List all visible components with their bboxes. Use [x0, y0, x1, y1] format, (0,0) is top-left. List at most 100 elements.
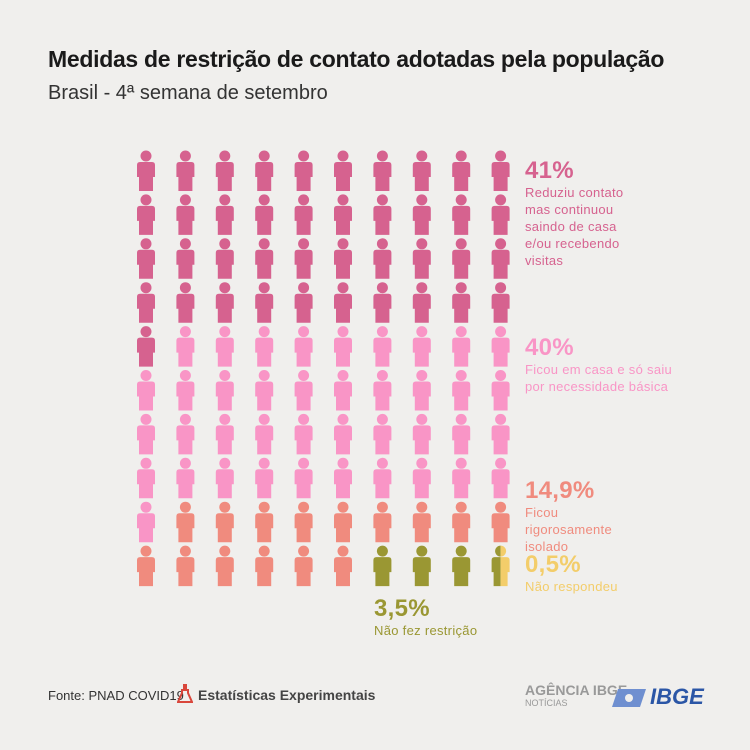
person-icon: [176, 545, 195, 587]
legend-reduziu: 41% Reduziu contato mas continuou saindo…: [525, 158, 645, 269]
person-icon: [176, 194, 195, 235]
person-icon: [412, 413, 431, 455]
experimental-stats-label: Estatísticas Experimentais: [198, 687, 376, 703]
person-icon: [137, 282, 155, 323]
person-icon: [373, 194, 392, 235]
person-icon: [452, 457, 471, 499]
person-icon: [255, 238, 274, 279]
legend-text: Não fez restrição: [374, 623, 478, 638]
person-icon: [215, 457, 234, 499]
person-icon: [176, 413, 195, 455]
person-icon: [334, 194, 352, 235]
person-icon: [491, 413, 510, 455]
person-icon: [176, 370, 195, 411]
person-icon: [491, 370, 510, 411]
person-icon: [373, 326, 392, 367]
person-icon: [294, 370, 313, 411]
person-icon: [294, 501, 313, 543]
person-icon: [373, 501, 392, 543]
person-icon: [373, 545, 392, 587]
person-icon: [334, 545, 352, 587]
person-icon: [491, 282, 510, 323]
person-icon: [373, 238, 392, 279]
person-icon: [412, 282, 431, 323]
legend-isolado: 14,9% Ficou rigorosamente isolado: [525, 478, 635, 555]
person-icon: [373, 370, 392, 411]
legend-pct: 41%: [525, 157, 574, 184]
person-icon: [215, 370, 234, 411]
person-icon: [491, 326, 510, 367]
legend-text: Ficou rigorosamente isolado: [525, 505, 612, 554]
person-icon: [215, 545, 234, 587]
person-icon: [137, 545, 155, 587]
person-icon: [294, 326, 313, 367]
person-icon: [176, 238, 195, 279]
person-icon: [373, 150, 392, 191]
person-icon: [294, 457, 313, 499]
person-icon: [255, 150, 274, 191]
person-icon: [452, 326, 471, 367]
person-icon: [491, 150, 510, 191]
flask-icon: [177, 684, 193, 703]
person-icon: [294, 282, 313, 323]
person-half-icon: [500, 545, 510, 587]
person-icon: [334, 150, 352, 191]
person-icon: [255, 194, 274, 235]
person-icon: [412, 326, 431, 367]
person-icon: [137, 194, 155, 235]
person-icon: [137, 150, 155, 191]
person-icon: [491, 194, 510, 235]
person-icon: [412, 457, 431, 499]
person-icon: [215, 501, 234, 543]
person-icon: [255, 501, 274, 543]
person-icon: [452, 238, 471, 279]
person-icon: [412, 501, 431, 543]
legend-pct: 14,9%: [525, 477, 595, 504]
person-icon: [137, 370, 155, 411]
ibge-logo-icon: [612, 689, 646, 707]
person-icon: [491, 457, 510, 499]
person-icon: [215, 326, 234, 367]
person-icon: [452, 413, 471, 455]
person-icon: [255, 545, 274, 587]
person-icon: [334, 413, 352, 455]
person-icon: [255, 413, 274, 455]
person-icon: [215, 238, 234, 279]
legend-pct: 40%: [525, 334, 574, 361]
legend-text: Ficou em casa e só saiu por necessidade …: [525, 362, 673, 394]
person-icon: [215, 194, 234, 235]
person-icon: [491, 238, 510, 279]
person-icon: [294, 413, 313, 455]
noticias-text: NOTÍCIAS: [525, 698, 568, 708]
person-icon: [137, 457, 155, 499]
person-icon: [452, 194, 471, 235]
person-icon: [255, 326, 274, 367]
legend-text: Reduziu contato mas continuou saindo de …: [525, 185, 624, 268]
page-subtitle: Brasil - 4ª semana de setembro: [48, 82, 328, 104]
person-icon: [334, 238, 352, 279]
person-icon: [452, 370, 471, 411]
source-note: Fonte: PNAD COVID19: [48, 688, 184, 703]
person-icon: [137, 501, 155, 543]
page-title: Medidas de restrição de contato adotadas…: [48, 46, 665, 72]
person-icon: [412, 545, 431, 587]
person-icon: [412, 194, 431, 235]
person-icon: [452, 150, 471, 191]
person-icon: [176, 326, 195, 367]
person-icon: [334, 282, 352, 323]
person-icon: [215, 150, 234, 191]
person-icon: [452, 545, 471, 587]
person-icon: [176, 282, 195, 323]
agencia-ibge-logo: AGÊNCIA IBGE NOTÍCIAS: [525, 683, 627, 710]
person-icon: [334, 457, 352, 499]
legend-text: Não respondeu: [525, 579, 618, 594]
legend-pct: 0,5%: [525, 551, 581, 578]
person-icon: [137, 413, 155, 455]
person-icon: [334, 501, 352, 543]
person-icon: [176, 501, 195, 543]
person-icon: [334, 370, 352, 411]
person-icon: [215, 413, 234, 455]
legend-nao-fez: 3,5% Não fez restrição: [374, 596, 534, 639]
